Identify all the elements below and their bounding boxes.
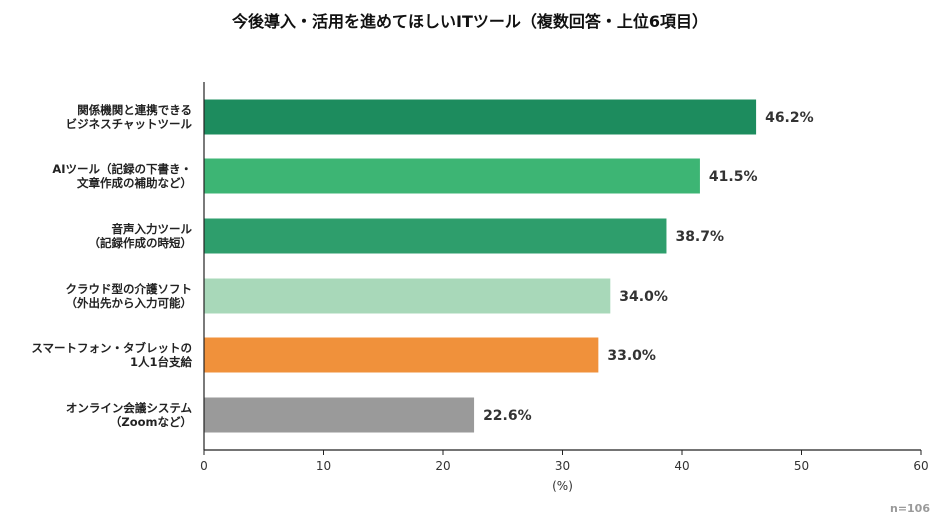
bar-0 xyxy=(204,99,757,135)
category-label-0-1: ビジネスチャットツール xyxy=(66,117,193,131)
category-label-1-1: 文章作成の補助など） xyxy=(77,176,192,190)
category-label-3-0: クラウド型の介護ソフト xyxy=(66,282,193,296)
x-tick-label-0: 0 xyxy=(200,459,208,473)
category-label-5-0: オンライン会議システム xyxy=(66,401,193,415)
value-label-4: 33.0% xyxy=(607,348,656,364)
chart-title: 今後導入・活用を進めてほしいITツール（複数回答・上位6項目） xyxy=(231,12,708,31)
sample-size-note: n=106 xyxy=(889,502,930,515)
x-tick-label-5: 50 xyxy=(794,459,809,473)
category-label-0-0: 関係機関と連携できる xyxy=(77,103,192,117)
category-label-5-1: （Zoomなど） xyxy=(110,415,192,429)
value-label-2: 38.7% xyxy=(675,229,724,245)
value-label-1: 41.5% xyxy=(709,169,758,185)
bar-4 xyxy=(204,337,599,373)
category-label-4-0: スマートフォン・タブレットの xyxy=(31,341,192,355)
bar-3 xyxy=(204,278,611,314)
category-label-2-1: （記録作成の時短） xyxy=(89,236,193,250)
x-tick-label-2: 20 xyxy=(435,459,450,473)
value-label-0: 46.2% xyxy=(765,110,814,126)
x-tick-label-4: 40 xyxy=(674,459,689,473)
value-label-3: 34.0% xyxy=(619,289,668,305)
x-tick-label-1: 10 xyxy=(316,459,331,473)
category-label-2-0: 音声入力ツール xyxy=(112,222,193,236)
bar-1 xyxy=(204,158,700,194)
x-tick-label-3: 30 xyxy=(555,459,570,473)
bar-2 xyxy=(204,218,667,254)
x-tick-label-6: 60 xyxy=(913,459,928,473)
x-axis-title: (%) xyxy=(552,479,573,493)
category-label-4-1: 1人1台支給 xyxy=(130,355,193,369)
bar-5 xyxy=(204,397,475,433)
category-label-3-1: （外出先から入力可能） xyxy=(66,296,193,310)
value-label-5: 22.6% xyxy=(483,408,532,424)
category-label-1-0: AIツール（記録の下書き・ xyxy=(52,162,192,176)
